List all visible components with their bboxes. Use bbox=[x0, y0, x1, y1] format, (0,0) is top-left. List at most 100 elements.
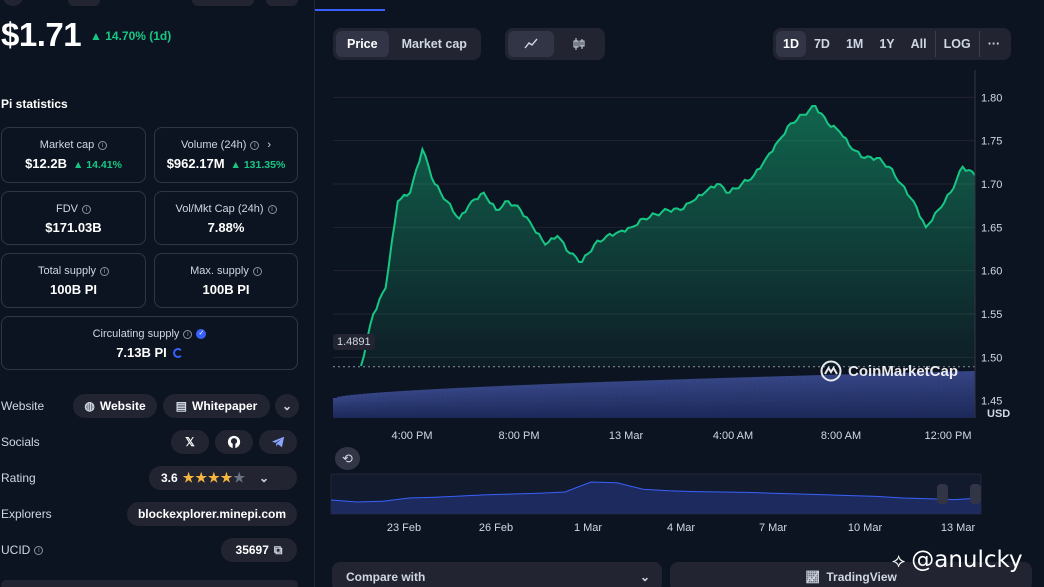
rating-stars: ★★★★★ bbox=[182, 470, 246, 485]
tradingview-button[interactable]: 📈︎ TradingView bbox=[670, 562, 1032, 587]
telegram-social-button[interactable] bbox=[259, 430, 297, 454]
y-tick-label: 1.45 bbox=[981, 396, 1002, 408]
volume-bar bbox=[769, 376, 775, 418]
telegram-icon bbox=[271, 436, 285, 448]
range-navigator[interactable]: 23 Feb 26 Feb 1 Mar 4 Mar 7 Mar 10 Mar 13 Mar bbox=[330, 473, 982, 534]
info-icon[interactable]: i bbox=[183, 329, 193, 339]
volume-bar bbox=[761, 376, 766, 418]
volume-bar bbox=[636, 380, 642, 418]
navigator-tick-label: 10 Mar bbox=[848, 522, 883, 534]
volume-bar bbox=[923, 372, 929, 418]
volume-bar bbox=[405, 390, 411, 418]
y-tick-label: 1.75 bbox=[981, 136, 1002, 148]
info-icon[interactable]: i bbox=[250, 140, 260, 150]
y-tick-label: 1.80 bbox=[981, 92, 1002, 104]
line-chart-button[interactable] bbox=[508, 31, 554, 57]
range-1d[interactable]: 1D bbox=[776, 31, 806, 57]
ucid-copy-button[interactable]: 35697 ⧉ bbox=[221, 538, 297, 562]
volume-bar bbox=[662, 379, 668, 418]
range-1m[interactable]: 1M bbox=[845, 37, 864, 51]
volume-bar bbox=[868, 373, 873, 418]
volume-bar bbox=[773, 376, 779, 418]
creator-watermark: ⟡ @anulcky bbox=[892, 547, 1023, 573]
volume-bar bbox=[679, 379, 685, 418]
tab-market-cap[interactable]: Market cap bbox=[401, 37, 467, 51]
ucid-label: UCID bbox=[1, 543, 31, 557]
github-social-button[interactable] bbox=[215, 430, 253, 454]
rating-dropdown[interactable]: 3.6 ★★★★★ ⌄ bbox=[149, 466, 297, 490]
info-icon[interactable]: i bbox=[267, 204, 277, 214]
info-icon[interactable]: i bbox=[100, 266, 110, 276]
share-button[interactable] bbox=[266, 0, 298, 6]
volume-bar bbox=[829, 374, 835, 418]
volume-bar bbox=[765, 376, 770, 418]
price-change: ▲ 14.70% (1d) bbox=[90, 29, 172, 43]
info-icon[interactable]: i bbox=[82, 204, 91, 214]
volume-bar bbox=[833, 374, 839, 418]
info-icon[interactable]: i bbox=[98, 140, 108, 150]
whitepaper-button[interactable]: ▤ Whitepaper bbox=[163, 394, 270, 418]
volume-bar bbox=[795, 375, 800, 418]
links-dropdown-button[interactable]: ⌄ bbox=[275, 394, 299, 418]
range-1y[interactable]: 1Y bbox=[879, 37, 895, 51]
volume-bar bbox=[427, 389, 432, 418]
volume-bar bbox=[722, 377, 728, 418]
chevron-down-icon: ⌄ bbox=[258, 471, 270, 485]
range-all[interactable]: All bbox=[910, 37, 927, 51]
compare-dropdown[interactable]: Compare with ⌄ bbox=[332, 562, 662, 587]
volume-bar bbox=[628, 380, 633, 418]
candlestick-icon bbox=[573, 38, 585, 50]
explorer-link-label: blockexplorer.minepi.com bbox=[137, 507, 287, 521]
y-tick-label: 1.55 bbox=[981, 309, 1002, 321]
line-chart-icon bbox=[524, 38, 538, 49]
info-icon[interactable]: i bbox=[252, 266, 262, 276]
volume-bar bbox=[756, 376, 762, 418]
candlestick-button[interactable] bbox=[556, 31, 602, 57]
volume-bar bbox=[966, 371, 972, 418]
volume-bar bbox=[735, 377, 740, 418]
chart-panel: Price Market cap 1D 7D 1M 1Y All LOG ··· bbox=[314, 0, 1044, 587]
navigator-handle-right[interactable] bbox=[970, 484, 981, 504]
volume-bar bbox=[859, 373, 865, 418]
volume-bar bbox=[816, 375, 822, 418]
volume-bar bbox=[645, 380, 651, 418]
market-cap-card[interactable]: Market cap i $12.2B ▲ 14.41% bbox=[1, 127, 146, 183]
info-icon[interactable]: i bbox=[34, 545, 44, 555]
range-7d[interactable]: 7D bbox=[813, 37, 830, 51]
volume-bar bbox=[508, 385, 514, 418]
circulating-label: Circulating supply bbox=[92, 328, 180, 340]
coinmarketcap-logo-icon bbox=[820, 360, 842, 382]
volume-bar bbox=[444, 388, 449, 418]
header-button[interactable] bbox=[192, 0, 254, 6]
navigator-handle-left[interactable] bbox=[937, 484, 948, 504]
open-price-tag: 1.4891 bbox=[333, 334, 375, 350]
volume-bar bbox=[748, 377, 753, 418]
log-scale-toggle[interactable]: LOG bbox=[934, 31, 979, 57]
supply-progress-icon bbox=[172, 347, 183, 358]
volume-bar bbox=[397, 391, 402, 418]
header-chip[interactable] bbox=[68, 0, 100, 6]
chevron-right-icon[interactable]: › bbox=[267, 139, 272, 151]
navigator-tick-label: 1 Mar bbox=[574, 522, 602, 534]
volume-bar bbox=[872, 373, 877, 418]
x-social-button[interactable]: 𝕏 bbox=[171, 430, 209, 454]
vol-mkt-card: Vol/Mkt Cap (24h) i 7.88% bbox=[154, 191, 298, 245]
more-options-button[interactable]: ··· bbox=[978, 31, 1009, 57]
volume-bar bbox=[512, 385, 518, 418]
tab-price[interactable]: Price bbox=[336, 31, 389, 57]
volume-card[interactable]: Volume (24h) i › $962.17M ▲ 131.35% bbox=[154, 127, 298, 183]
globe-icon: ◍ bbox=[84, 399, 95, 413]
website-row-label: Website bbox=[1, 399, 45, 413]
volume-bar bbox=[820, 375, 826, 418]
x-tick-label: 8:00 AM bbox=[821, 430, 861, 442]
history-button[interactable]: ⟲ bbox=[335, 447, 360, 470]
volume-change: ▲ 131.35% bbox=[230, 159, 286, 171]
website-button[interactable]: ◍ Website bbox=[73, 394, 157, 418]
volume-bar bbox=[418, 389, 424, 418]
document-icon: ▤ bbox=[175, 399, 187, 413]
volume-bar bbox=[808, 375, 813, 418]
volume-bar bbox=[491, 386, 496, 418]
explorer-link[interactable]: blockexplorer.minepi.com bbox=[127, 502, 297, 526]
volume-bar bbox=[564, 383, 569, 418]
price-chart[interactable]: 1.80 1.75 1.70 1.65 1.60 1.55 1.50 1.45 4:00 PM… bbox=[315, 0, 1044, 587]
